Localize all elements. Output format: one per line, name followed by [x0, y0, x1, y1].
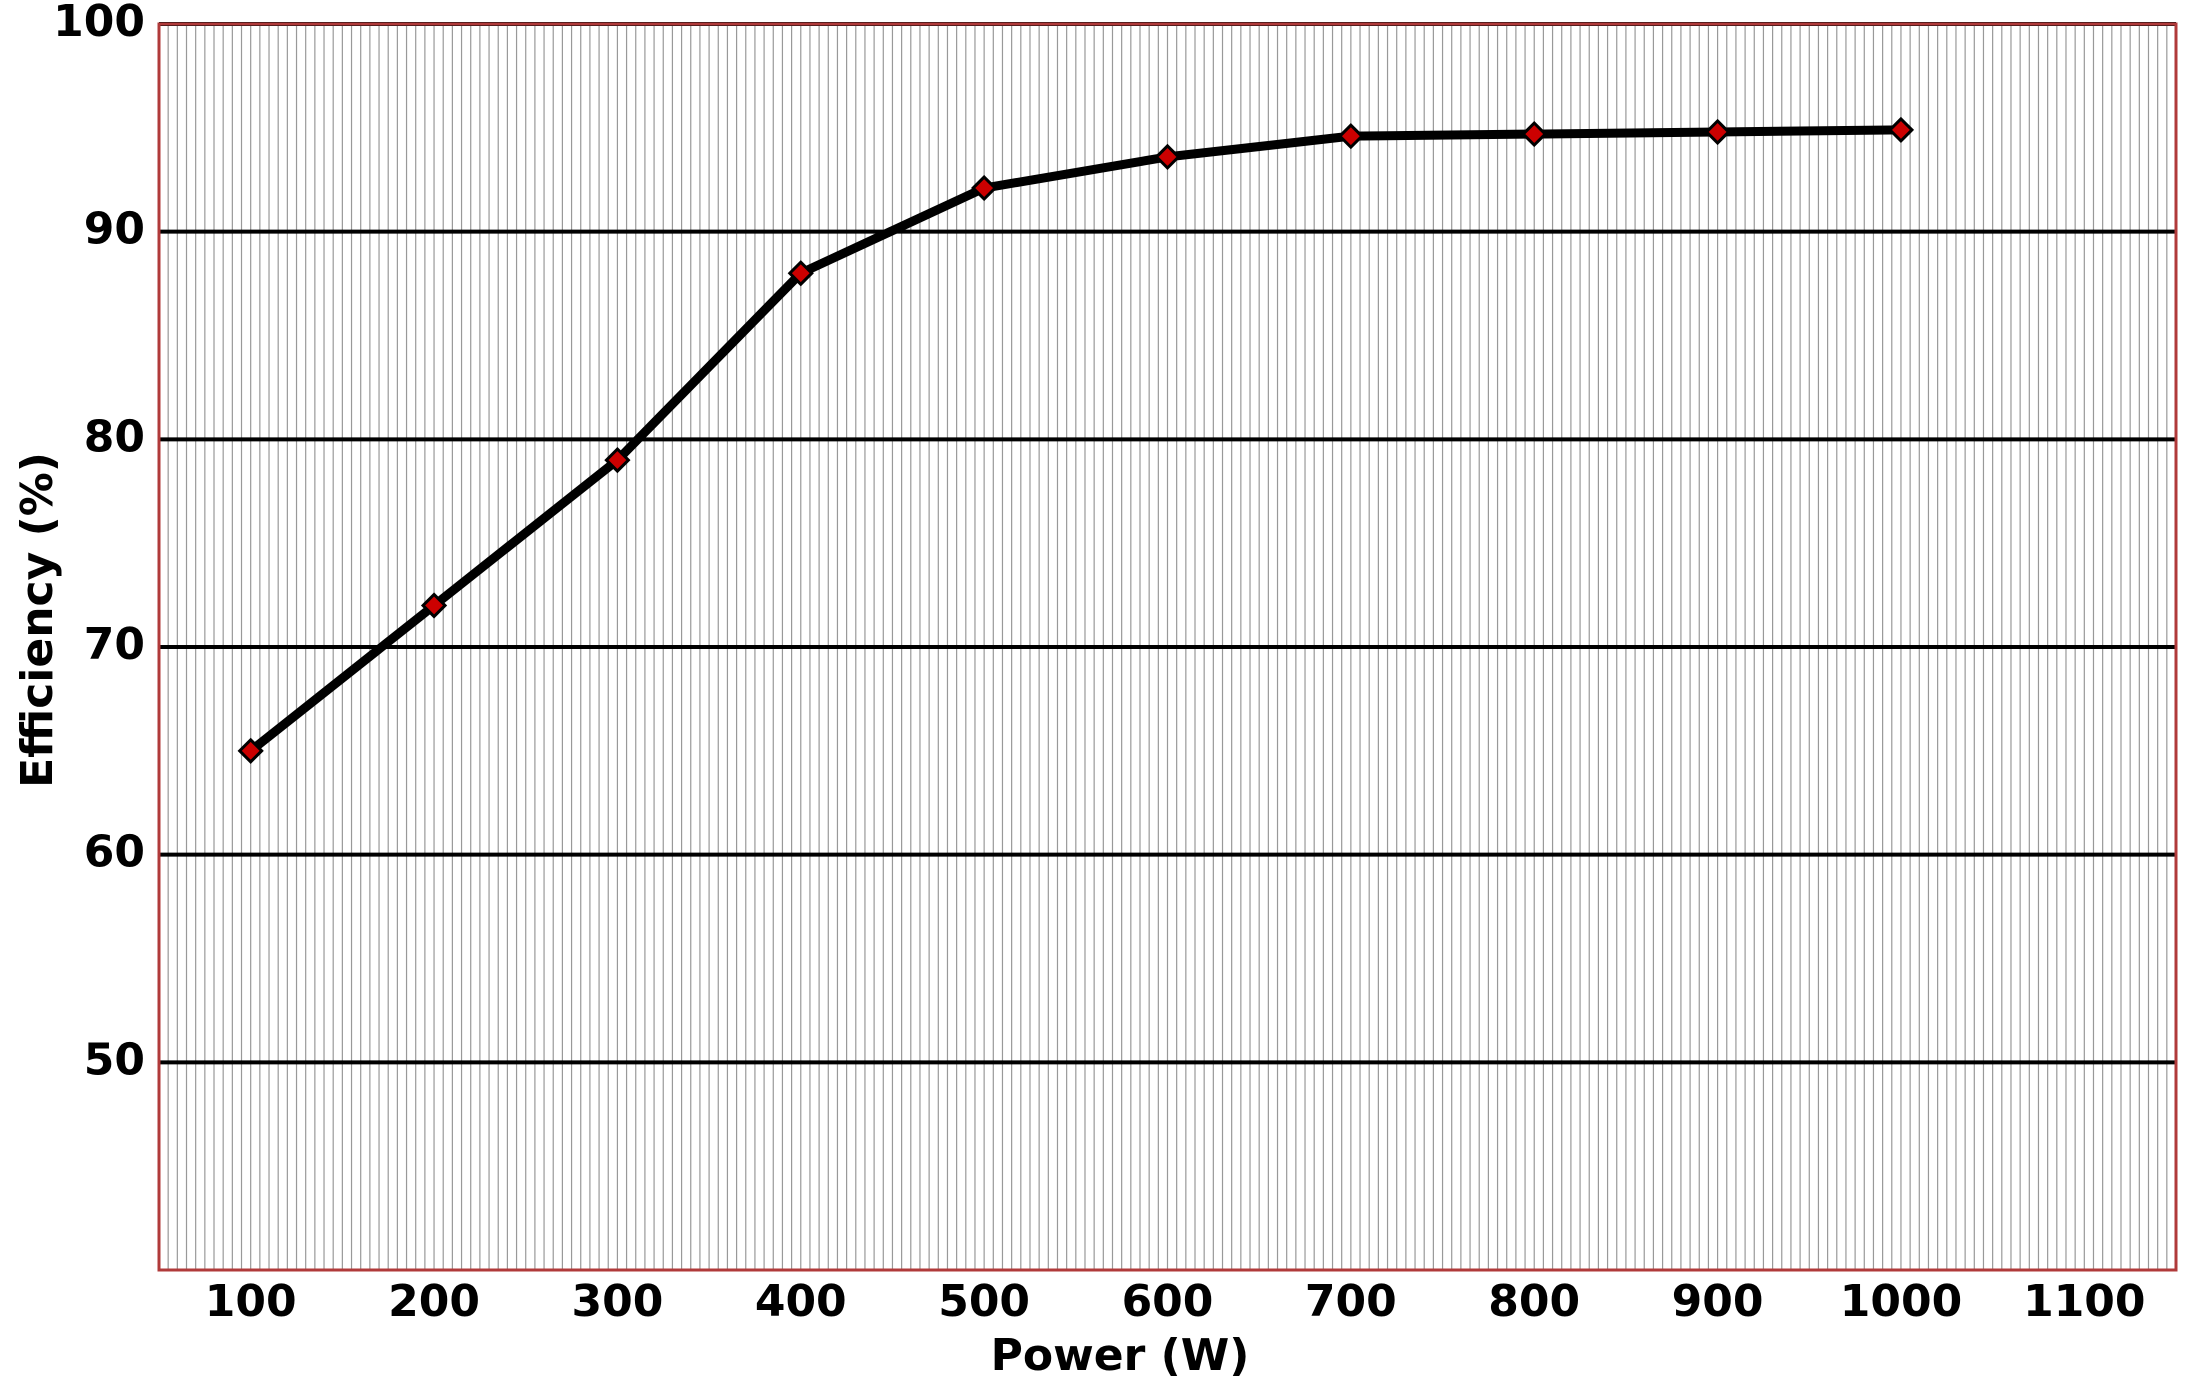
y-tick-label: 60	[84, 827, 145, 878]
y-tick-label: 100	[53, 0, 145, 47]
data-point	[604, 446, 631, 474]
x-tick-label: 700	[1305, 1276, 1397, 1327]
x-tick-label: 500	[938, 1276, 1030, 1327]
data-point	[420, 592, 448, 619]
x-tick-label: 400	[755, 1276, 847, 1327]
x-tick-label: 1100	[2023, 1276, 2145, 1327]
x-tick-label: 900	[1672, 1276, 1764, 1327]
plot-border	[157, 22, 2178, 1272]
y-tick-label: 70	[84, 619, 145, 670]
y-axis-label: Efficiency (%)	[12, 452, 63, 788]
x-tick-label: 300	[571, 1276, 663, 1327]
y-tick-label: 80	[84, 411, 145, 462]
data-point	[1887, 116, 1915, 144]
data-point	[1154, 143, 1181, 171]
y-tick-label: 90	[84, 204, 145, 255]
data-point	[1337, 123, 1364, 150]
x-tick-label: 200	[388, 1276, 480, 1327]
data-point	[1521, 120, 1548, 148]
x-tick-label: 800	[1488, 1276, 1580, 1327]
data-point	[971, 174, 998, 202]
x-tick-label: 600	[1122, 1276, 1214, 1327]
data-point	[787, 260, 814, 287]
data-point	[1704, 118, 1731, 146]
x-tick-label: 100	[205, 1276, 297, 1327]
x-tick-label: 1000	[1840, 1276, 1962, 1327]
series-line	[247, 125, 1902, 755]
data-point	[237, 737, 264, 764]
x-axis-label: Power (W)	[991, 1330, 1250, 1381]
y-tick-label: 50	[84, 1034, 145, 1085]
